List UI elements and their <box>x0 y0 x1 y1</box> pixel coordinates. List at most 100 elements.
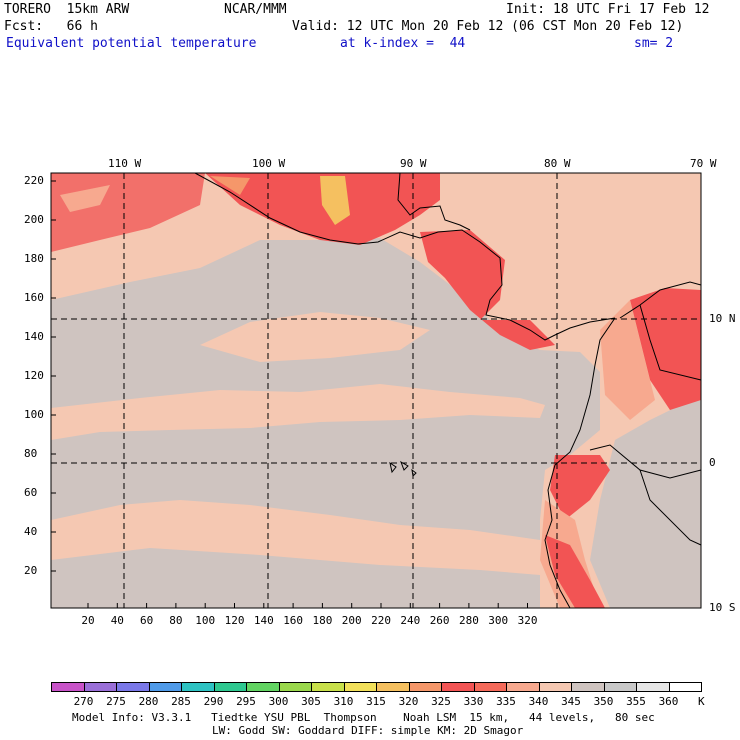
center-title: NCAR/MMM <box>224 2 287 17</box>
smoothing-info: sm= 2 <box>634 36 674 51</box>
coastline-south-america <box>544 317 616 609</box>
model-info-line1: Model Info: V3.3.1 Tiedtke YSU PBL Thomp… <box>72 711 655 724</box>
colorbar-label: 320 <box>398 695 419 708</box>
x-tick-label: 260 <box>429 614 450 627</box>
field-340-345-band2 <box>200 312 430 362</box>
colorbar-label: 270 <box>73 695 94 708</box>
field-345-350-se <box>590 395 701 608</box>
colorbar-label: 315 <box>366 695 386 708</box>
y-tick-label: 200 <box>24 213 44 226</box>
colorbar-swatch <box>51 682 85 692</box>
x-tick-label: 60 <box>140 614 154 627</box>
colorbar-swatch <box>603 682 637 692</box>
lon-label-80w: 80 W <box>544 157 571 170</box>
colorbar-label: 285 <box>171 695 191 708</box>
border-peru <box>639 469 702 546</box>
field-330-335-centralamerica <box>420 230 555 350</box>
x-tick-label: 80 <box>169 614 183 627</box>
y-tick-label: 100 <box>24 408 44 421</box>
colorbar-swatch <box>441 682 475 692</box>
colorbar-swatch <box>311 682 345 692</box>
y-tick-label: 160 <box>24 291 44 304</box>
y-tick-label: 80 <box>24 447 38 460</box>
colorbar-label: 280 <box>138 695 159 708</box>
colorbar-swatch <box>213 682 247 692</box>
colorbar-label: 295 <box>236 695 256 708</box>
colorbar-swatch <box>506 682 540 692</box>
y-tick-label: 120 <box>24 369 44 382</box>
colorbar-swatch <box>636 682 670 692</box>
level-info: at k-index = 44 <box>340 36 466 51</box>
lat-label-10s: 10 S <box>709 601 736 614</box>
colorbar-swatch <box>408 682 442 692</box>
forecast-hour: Fcst: 66 h <box>4 19 98 34</box>
colorbar-label: 355 <box>626 695 646 708</box>
x-tick-label: 140 <box>253 614 274 627</box>
colorbar-label: 330 <box>463 695 484 708</box>
colorbar-swatch <box>668 682 702 692</box>
y-tick-label: 40 <box>24 525 38 538</box>
field-335-340-nw <box>60 185 110 212</box>
x-tick-label: 280 <box>459 614 479 627</box>
colorbar-label: 360 <box>658 695 679 708</box>
colorbar-swatch <box>181 682 215 692</box>
colorbar-swatch <box>376 682 410 692</box>
x-tick-label: 320 <box>517 614 538 627</box>
x-tick-label: 160 <box>283 614 304 627</box>
colorbar-swatch <box>246 682 280 692</box>
colorbar-unit: K <box>698 695 705 708</box>
init-time: Init: 18 UTC Fri 17 Feb 12 <box>506 2 710 17</box>
colorbar-swatch <box>148 682 182 692</box>
colorbar-label: 325 <box>431 695 451 708</box>
x-tick-label: 300 <box>488 614 509 627</box>
colorbar-label: 300 <box>268 695 289 708</box>
colorbar-label: 275 <box>106 695 126 708</box>
x-tick-label: 120 <box>224 614 245 627</box>
field-340-345-band1 <box>51 384 545 440</box>
model-title: TORERO 15km ARW <box>4 2 130 17</box>
field-330-335-mexico <box>205 173 440 245</box>
field-335-340-colombia <box>600 300 655 420</box>
y-tick-label: 140 <box>24 330 44 343</box>
valid-time: Valid: 12 UTC Mon 20 Feb 12 (06 CST Mon … <box>292 19 684 34</box>
field-330-335-peru <box>545 535 605 608</box>
colorbar-swatch <box>343 682 377 692</box>
colorbar-label: 345 <box>561 695 581 708</box>
coastline-caribbean <box>397 172 471 231</box>
colorbar-label: 340 <box>528 695 549 708</box>
lon-label-70w: 70 W <box>690 157 717 170</box>
coastline-central-america <box>194 172 616 341</box>
border-colombia <box>639 304 702 381</box>
colorbar-swatch <box>538 682 572 692</box>
x-tick-label: 200 <box>341 614 362 627</box>
x-tick-label: 240 <box>400 614 421 627</box>
y-tick-label: 20 <box>24 564 38 577</box>
x-tick-label: 40 <box>110 614 124 627</box>
x-tick-label: 180 <box>312 614 333 627</box>
x-tick-label: 220 <box>371 614 391 627</box>
lat-label-0: 0 <box>709 456 716 469</box>
field-330-335-ecuador <box>550 455 610 520</box>
field-325-330-mexico <box>210 176 250 195</box>
colorbar-swatch <box>83 682 117 692</box>
colorbar-swatch <box>116 682 150 692</box>
lat-label-10n: 10 N <box>709 312 736 325</box>
lon-label-100w: 100 W <box>252 157 286 170</box>
y-tick-label: 60 <box>24 486 38 499</box>
y-tick-label: 180 <box>24 252 44 265</box>
lon-label-110w: 110 W <box>108 157 142 170</box>
field-name: Equivalent potential temperature <box>6 36 257 51</box>
field-345-350-south <box>51 548 540 608</box>
colorbar-label: 305 <box>301 695 321 708</box>
map-frame <box>50 172 702 609</box>
colorbar-label: 290 <box>203 695 224 708</box>
colorbar-swatch <box>473 682 507 692</box>
field-320-325-mexico <box>320 176 350 225</box>
colorbar-swatch <box>571 682 605 692</box>
y-tick-label: 220 <box>24 174 44 187</box>
coastline-caribbean-north <box>619 281 702 319</box>
colorbar-swatch <box>278 682 312 692</box>
colorbar-label: 335 <box>496 695 516 708</box>
colorbar-label: 310 <box>333 695 354 708</box>
